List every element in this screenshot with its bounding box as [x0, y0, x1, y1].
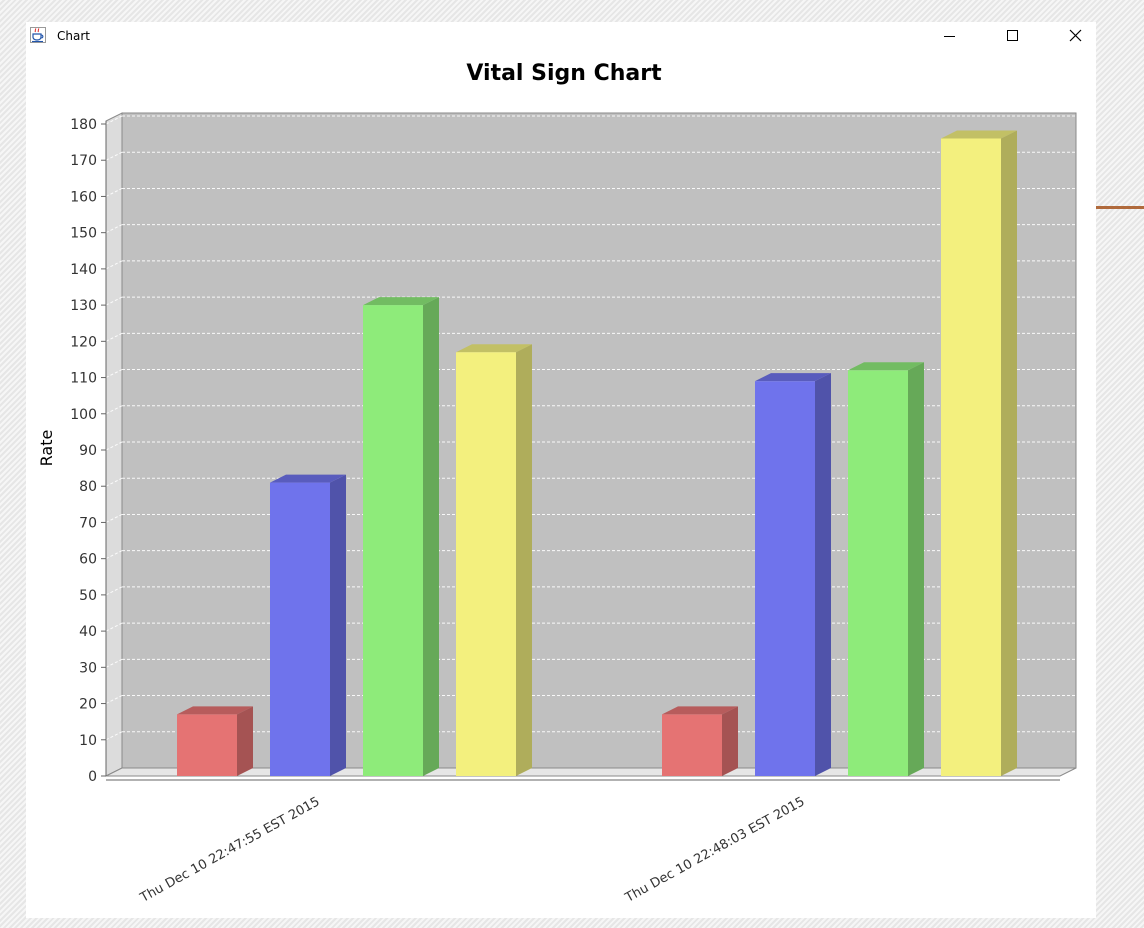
bar-top	[456, 344, 532, 353]
bar-top	[662, 706, 738, 715]
minimize-button[interactable]	[926, 22, 972, 50]
gridline-side	[105, 260, 123, 270]
gridline-side	[105, 695, 123, 705]
gridline-side	[105, 477, 123, 487]
bar	[363, 297, 439, 776]
gridline-side	[105, 224, 123, 234]
bar-front	[270, 482, 330, 776]
gridline-side	[105, 658, 123, 668]
chart-window: Chart Vital Sign Chart Rate 0 10 20 30 40 50 6…	[26, 22, 1096, 918]
y-tick-label: 80	[79, 479, 97, 495]
y-tick-label: 0	[88, 769, 97, 785]
y-tick-label: 110	[70, 371, 97, 387]
maximize-button[interactable]	[989, 22, 1035, 50]
gridline-side	[105, 731, 123, 741]
gridline-side	[105, 441, 123, 451]
y-tick-label: 130	[70, 298, 97, 314]
plot-back-wall	[121, 112, 1077, 769]
gridline-side	[105, 405, 123, 415]
y-tick-label: 120	[70, 334, 97, 350]
plot-floor	[105, 767, 1077, 777]
bar-front	[662, 714, 722, 776]
y-tick-label: 70	[79, 515, 97, 531]
window-title: Chart	[57, 29, 90, 43]
bar-side	[722, 706, 738, 776]
bar-front	[456, 352, 516, 776]
gridline-side	[105, 550, 123, 560]
bar	[941, 130, 1017, 776]
title-bar[interactable]: Chart	[26, 22, 1096, 50]
bar-front	[755, 381, 815, 776]
bar-top	[848, 362, 924, 371]
bar	[755, 373, 831, 776]
y-tick-label: 160	[70, 189, 97, 205]
y-tick-label: 20	[79, 697, 97, 713]
y-tick-label: 90	[79, 443, 97, 459]
bar-front	[848, 370, 908, 776]
gridline-side	[105, 115, 123, 125]
bar-chart: Vital Sign Chart Rate 0 10 20 30 40 50 60 70 80 9…	[37, 61, 1077, 906]
gridline-side	[105, 513, 123, 523]
y-tick-label: 100	[70, 407, 97, 423]
plot-area	[101, 112, 1077, 781]
bar	[270, 474, 346, 776]
y-tick-label: 50	[79, 588, 97, 604]
bar-front	[363, 305, 423, 776]
maximize-icon	[1007, 30, 1018, 41]
y-tick-label: 60	[79, 552, 97, 568]
gridline-side	[105, 332, 123, 342]
y-tick-label: 170	[70, 153, 97, 169]
gridline-side	[105, 369, 123, 379]
bar-top	[270, 474, 346, 483]
bar-side	[1001, 130, 1017, 776]
gridline-side	[105, 296, 123, 306]
y-tick-label: 10	[79, 733, 97, 749]
chart-title: Vital Sign Chart	[466, 61, 662, 86]
y-tick-label: 140	[70, 262, 97, 278]
accent-line	[1096, 206, 1144, 209]
minimize-icon	[944, 36, 955, 37]
bar-side	[330, 474, 346, 776]
y-tick-label: 40	[79, 624, 97, 640]
bar-top	[941, 130, 1017, 139]
y-tick-label: 30	[79, 660, 97, 676]
bar-front	[177, 714, 237, 776]
bar	[848, 362, 924, 776]
bar-top	[755, 373, 831, 382]
bar-side	[423, 297, 439, 776]
bar-top	[363, 297, 439, 306]
close-button[interactable]	[1052, 22, 1098, 50]
bar-side	[815, 373, 831, 776]
y-tick-label: 180	[70, 117, 97, 133]
plot-left-wall	[105, 112, 123, 777]
bar-front	[941, 138, 1001, 776]
y-tick-label: 150	[70, 226, 97, 242]
bar	[662, 706, 738, 776]
gridline-side	[105, 151, 123, 161]
bar-side	[908, 362, 924, 776]
bar-side	[516, 344, 532, 776]
bars	[177, 130, 1017, 776]
bar	[456, 344, 532, 776]
bar	[177, 706, 253, 776]
gridline-side	[105, 622, 123, 632]
java-cup-icon	[30, 27, 46, 43]
bar-top	[177, 706, 253, 715]
x-category-label: Thu Dec 10 22:48:03 EST 2015	[622, 794, 807, 906]
x-category-label: Thu Dec 10 22:47:55 EST 2015	[137, 794, 322, 906]
bar-side	[237, 706, 253, 776]
close-icon	[1069, 29, 1082, 42]
gridline-side	[105, 586, 123, 596]
gridline-side	[105, 187, 123, 197]
y-axis-title: Rate	[37, 430, 56, 467]
